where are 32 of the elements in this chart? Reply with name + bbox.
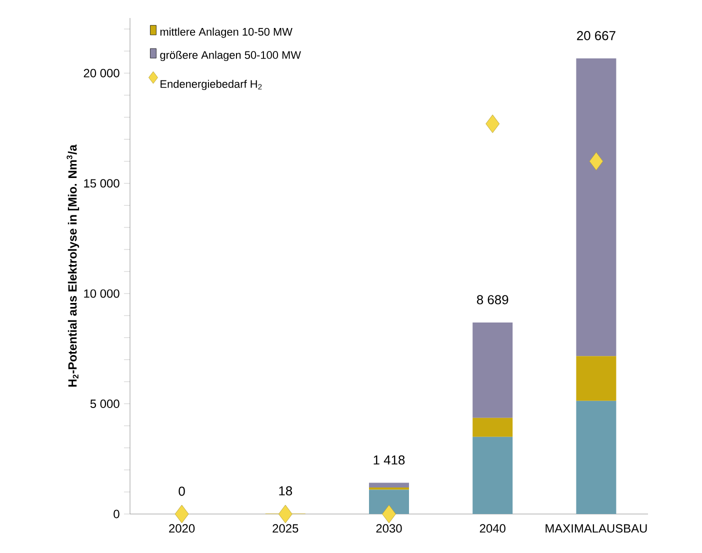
legend-label: größere Anlagen 50-100 MW [160,50,301,62]
point [486,114,500,134]
x-tick-label: 2030 [376,524,402,533]
total-label: 0 [178,486,185,496]
total-label: 1 418 [374,455,405,465]
x-tick-label: 2040 [480,524,506,533]
y-tick-label: 0 [114,510,120,518]
point [174,504,189,524]
bar [472,322,513,418]
y-tick-label: 20 000 [84,68,120,78]
point [589,152,604,170]
total-label: 20 667 [577,31,616,40]
y-tick-label: 10 000 [84,289,120,298]
bar [369,482,409,488]
bar [576,400,616,514]
point [278,504,292,524]
x-tick-label: 2020 [169,524,195,533]
x-tick-label: MAXIMALAUSBAU [546,524,647,533]
bar [369,490,409,514]
bar [576,356,616,401]
x-tick-label: 2025 [272,524,298,533]
legend-label: mittlere Anlagen 10-50 MW [160,28,292,38]
bar [472,436,513,514]
point [382,504,396,524]
bar [472,418,513,437]
y-tick-label: 15 000 [84,179,120,188]
total-label: 8 689 [476,295,508,304]
total-label: 18 [279,486,292,496]
y-tick-label: 5 000 [90,400,120,408]
bar [576,58,616,356]
legend-label: Endenergiebedarf H$_{2}$ [160,80,262,90]
y-axis-title: H$_{2}$-Potential aus Elektrolyse in [Mio. Nm$^{3}$/a [66,144,80,387]
